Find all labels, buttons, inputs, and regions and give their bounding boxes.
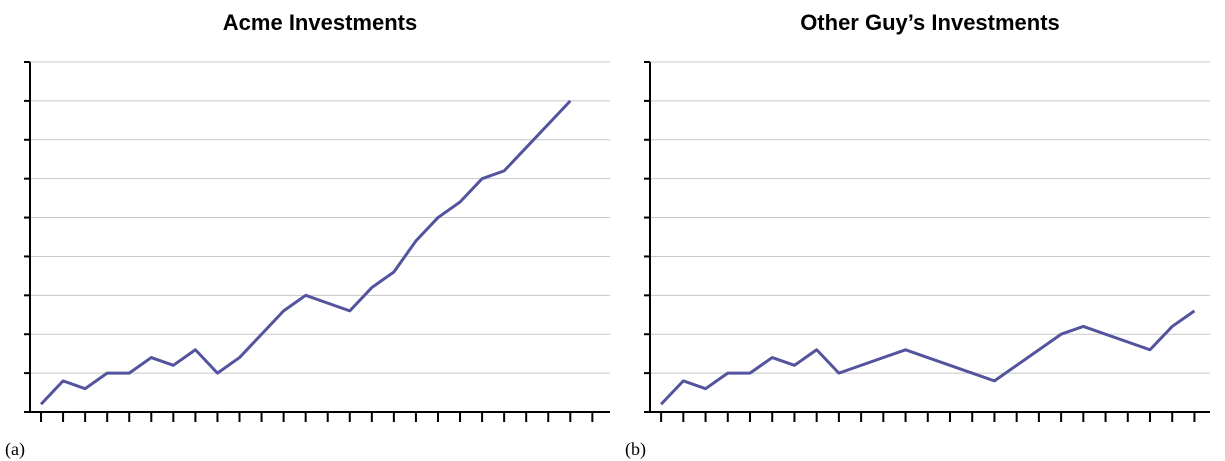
data-line bbox=[660, 309, 1196, 406]
data-line bbox=[39, 99, 572, 406]
panel-label: (b) bbox=[625, 439, 646, 460]
panel-label: (a) bbox=[5, 439, 25, 460]
chart-title: Other Guy’s Investments bbox=[800, 10, 1060, 35]
chart-title: Acme Investments bbox=[223, 10, 417, 35]
